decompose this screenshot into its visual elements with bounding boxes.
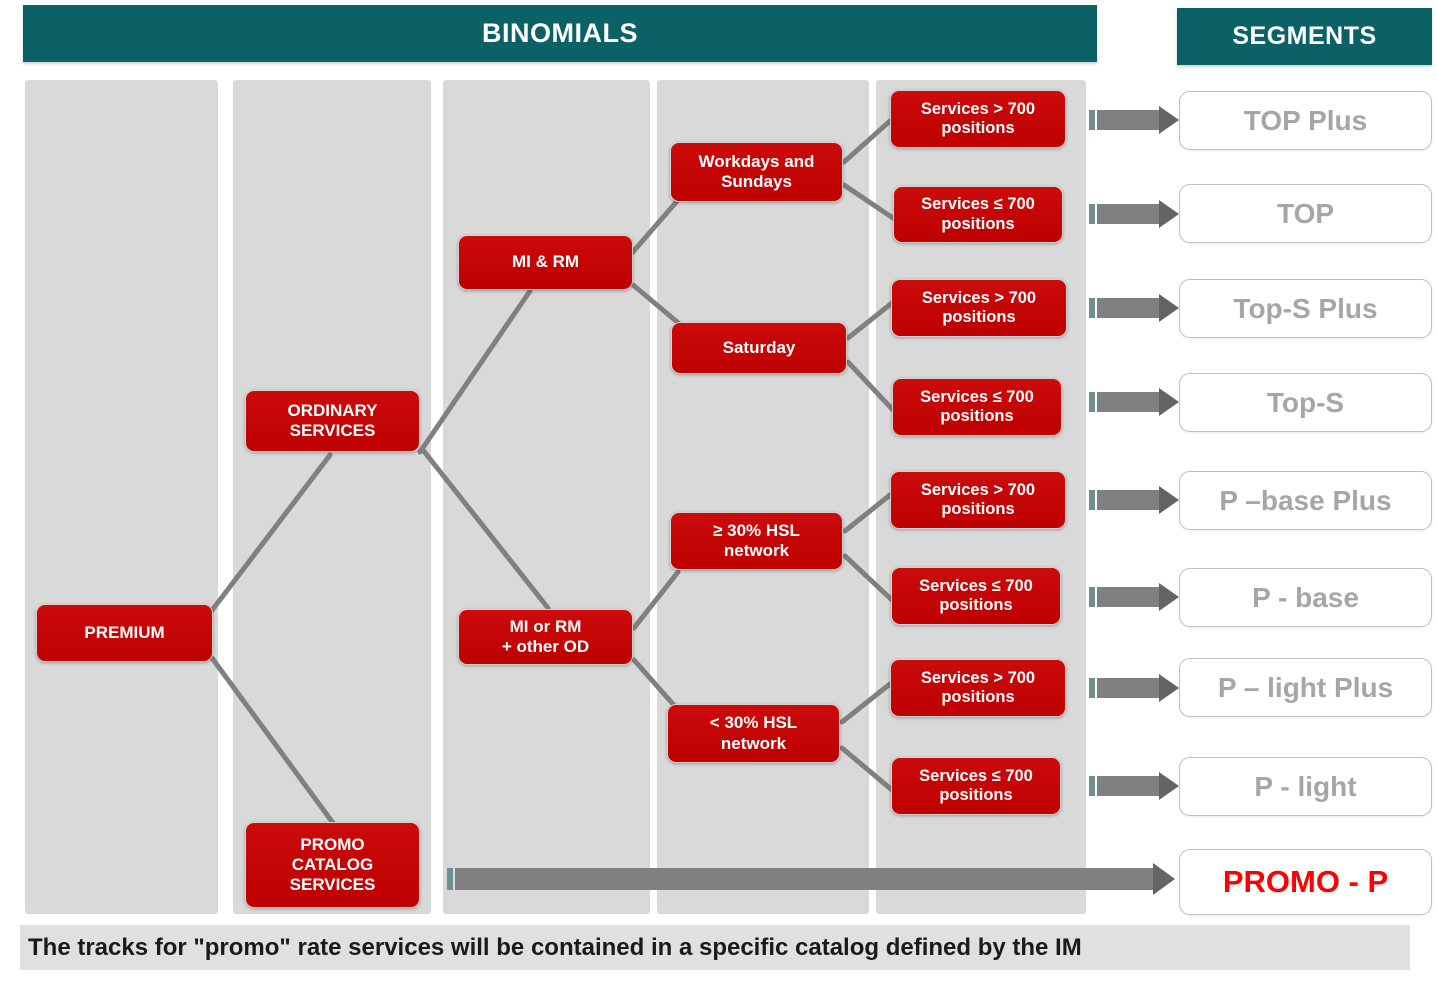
arrow-shaft: [1097, 587, 1159, 607]
arrow-to-p-base: [1089, 583, 1179, 611]
footer-note: The tracks for "promo" rate services wil…: [20, 925, 1410, 970]
segments-header: SEGMENTS: [1177, 8, 1432, 65]
leaf-services-gt-700-3[interactable]: Services > 700 positions: [890, 471, 1066, 529]
arrow-to-p-light: [1089, 772, 1179, 800]
node-hsl-lt-30[interactable]: < 30% HSL network: [667, 704, 840, 763]
arrow-shaft: [1097, 110, 1159, 130]
arrow-head: [1159, 674, 1179, 702]
leaf-services-le-700-2[interactable]: Services ≤ 700 positions: [892, 378, 1062, 436]
column-band-1: [25, 80, 218, 914]
arrow-to-top-s: [1089, 388, 1179, 416]
arrow-to-p-light-plus: [1089, 674, 1179, 702]
arrow-head: [1159, 200, 1179, 228]
arrow-shaft: [1097, 490, 1159, 510]
arrow-shaft: [1097, 392, 1159, 412]
segment-p-base[interactable]: P - base: [1179, 568, 1432, 627]
arrow-tick: [1089, 587, 1095, 607]
arrow-shaft: [1097, 776, 1159, 796]
segment-top-s[interactable]: Top-S: [1179, 373, 1432, 432]
arrow-head: [1159, 583, 1179, 611]
column-band-2: [233, 80, 431, 914]
arrow-to-p-base-plus: [1089, 486, 1179, 514]
segment-top[interactable]: TOP: [1179, 184, 1432, 243]
arrow-tick: [1089, 776, 1095, 796]
leaf-services-gt-700-2[interactable]: Services > 700 positions: [891, 279, 1067, 337]
arrow-to-top-plus: [1089, 106, 1179, 134]
arrow-shaft: [1097, 298, 1159, 318]
arrow-tick: [1089, 490, 1095, 510]
node-workdays-sundays[interactable]: Workdays and Sundays: [670, 142, 843, 202]
arrow-head: [1159, 294, 1179, 322]
node-promo-catalog-services[interactable]: PROMO CATALOG SERVICES: [245, 822, 420, 908]
column-band-4: [657, 80, 869, 914]
arrow-tick: [1089, 204, 1095, 224]
arrow-shaft: [1097, 678, 1159, 698]
arrow-tick: [1089, 110, 1095, 130]
arrow-tick: [1089, 298, 1095, 318]
arrow-shaft: [455, 868, 1155, 890]
node-mi-rm[interactable]: MI & RM: [458, 235, 633, 290]
segment-promo-p[interactable]: PROMO - P: [1179, 849, 1432, 915]
segment-top-plus[interactable]: TOP Plus: [1179, 91, 1432, 150]
arrow-tick: [447, 868, 453, 890]
column-band-3: [443, 80, 650, 914]
leaf-services-gt-700-4[interactable]: Services > 700 positions: [890, 659, 1066, 717]
arrow-to-promo-p: [447, 863, 1175, 895]
segment-p-base-plus[interactable]: P –base Plus: [1179, 471, 1432, 530]
node-ordinary-services[interactable]: ORDINARY SERVICES: [245, 390, 420, 452]
arrow-tick: [1089, 392, 1095, 412]
node-mi-or-rm-other-od[interactable]: MI or RM + other OD: [458, 609, 633, 665]
node-hsl-ge-30[interactable]: ≥ 30% HSL network: [670, 512, 843, 570]
leaf-services-le-700-4[interactable]: Services ≤ 700 positions: [891, 757, 1061, 815]
arrow-head: [1159, 772, 1179, 800]
segment-p-light-plus[interactable]: P – light Plus: [1179, 658, 1432, 717]
arrow-tick: [1089, 678, 1095, 698]
binomials-header: BINOMIALS: [23, 5, 1097, 62]
leaf-services-le-700-1[interactable]: Services ≤ 700 positions: [893, 186, 1063, 243]
arrow-shaft: [1097, 204, 1159, 224]
arrow-to-top-s-plus: [1089, 294, 1179, 322]
segment-p-light[interactable]: P - light: [1179, 757, 1432, 816]
arrow-head: [1159, 388, 1179, 416]
arrow-head: [1159, 106, 1179, 134]
node-saturday[interactable]: Saturday: [671, 322, 847, 374]
leaf-services-le-700-3[interactable]: Services ≤ 700 positions: [891, 567, 1061, 625]
arrow-head: [1153, 863, 1175, 895]
arrow-to-top: [1089, 200, 1179, 228]
leaf-services-gt-700-1[interactable]: Services > 700 positions: [890, 90, 1066, 148]
node-premium[interactable]: PREMIUM: [36, 604, 213, 662]
segment-top-s-plus[interactable]: Top-S Plus: [1179, 279, 1432, 338]
arrow-head: [1159, 486, 1179, 514]
